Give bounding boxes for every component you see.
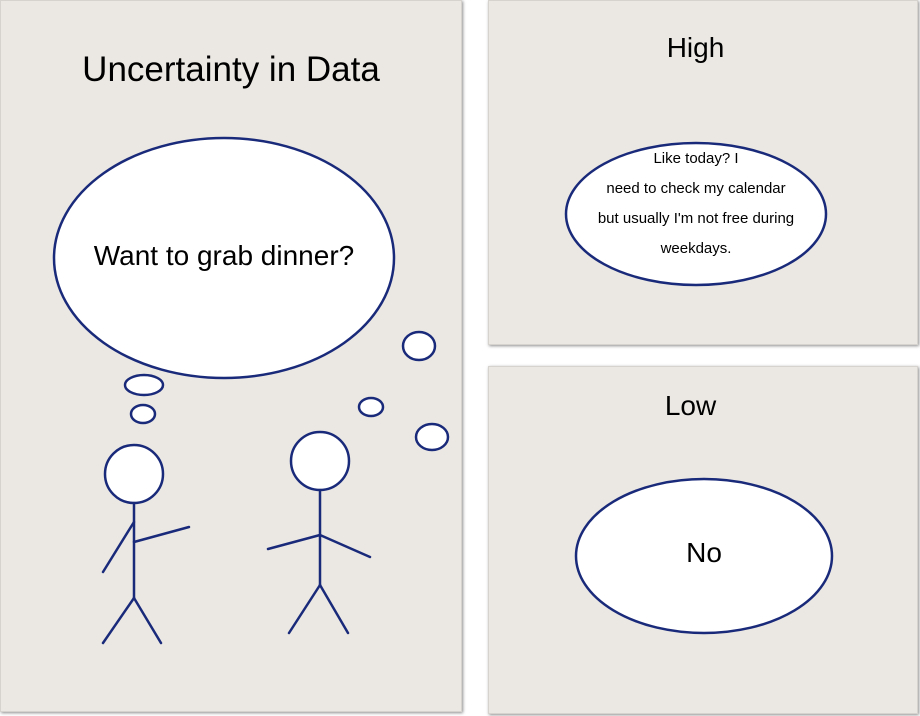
diagram-title: Uncertainty in Data [82,50,380,89]
low-reply-bubble [574,477,834,635]
low-uncertainty-label: Low [664,390,717,421]
thought-trail-dot [129,403,157,425]
high-reply-line: need to check my calendar [606,180,786,197]
high-reply-line: but usually I'm not free during [597,210,795,227]
right-stick-figure [266,488,372,635]
right-figure-head [289,430,351,492]
thought-trail-dot [401,330,437,362]
high-reply-line: weekdays. [660,240,732,257]
high-reply-bubble [564,141,828,287]
thought-trail-dot [414,422,450,452]
thought-trail-dot [357,396,385,418]
dinner-question: Want to grab dinner? [93,240,355,271]
left-stick-figure [101,501,191,645]
high-uncertainty-label: High [666,32,725,63]
left-figure-head [103,443,165,505]
low-reply-text: No [686,537,722,568]
high-reply-line: Like today? I [653,150,739,167]
high-reply-text: Like today? I need to check my calendar … [572,144,820,264]
thought-trail-dot [123,373,165,397]
dinner-thought-bubble [52,136,396,380]
